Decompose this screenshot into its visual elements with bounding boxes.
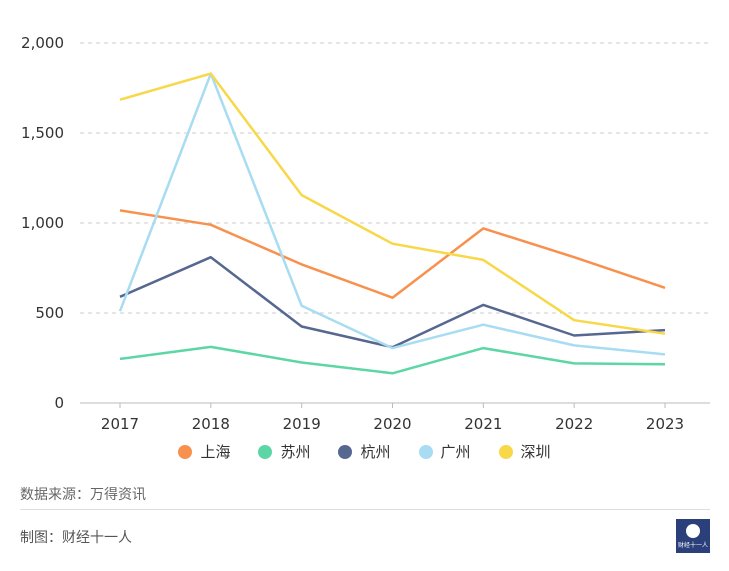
series-line [119, 345, 666, 375]
legend-marker-icon [418, 444, 433, 459]
x-tick-label: 2017 [101, 415, 139, 433]
y-tick-label: 1,000 [21, 214, 64, 232]
line-chart: 0 500 1,000 1,500 2,000 2017 2018 2019 2020 2021… [21, 34, 710, 433]
legend-marker-icon [338, 444, 353, 459]
data-source: 数据来源：万得资讯 [20, 487, 146, 503]
globe-icon [686, 523, 700, 538]
logo-text: 财经十一人 [677, 541, 708, 549]
divider [20, 509, 710, 510]
legend-label: 上海 [200, 443, 231, 461]
legend-label: 深圳 [520, 443, 551, 461]
series-line [118, 72, 666, 356]
legend-label: 广州 [440, 443, 471, 461]
legend-item: 广州 [418, 441, 471, 462]
x-axis-ticks: 2017 2018 2019 2020 2021 2022 2023 [101, 403, 684, 433]
series-line [119, 72, 666, 335]
legend-marker-icon [178, 444, 193, 459]
legend-label: 杭州 [360, 443, 391, 461]
y-tick-label: 1,500 [21, 124, 64, 142]
y-axis-ticks: 0 500 1,000 1,500 2,000 [21, 34, 64, 412]
legend-marker-icon [498, 444, 513, 459]
chart-credit: 制图：财经十一人 [20, 530, 132, 546]
series-lines [118, 72, 666, 375]
x-tick-label: 2020 [373, 415, 411, 433]
legend: 上海 苏州 杭州 广州 深圳 [0, 441, 729, 462]
legend-label: 苏州 [280, 443, 311, 461]
legend-item: 苏州 [258, 441, 310, 462]
x-tick-label: 2018 [192, 415, 230, 433]
series-line [119, 209, 666, 299]
y-tick-label: 500 [35, 304, 64, 322]
y-tick-label: 2,000 [21, 34, 64, 52]
grid-lines [80, 42, 710, 404]
x-tick-label: 2021 [464, 415, 502, 433]
x-tick-label: 2023 [646, 415, 684, 433]
y-tick-label: 0 [54, 394, 64, 412]
legend-item: 深圳 [498, 441, 551, 462]
legend-marker-icon [258, 444, 273, 459]
series-line [119, 255, 666, 349]
legend-item: 杭州 [338, 441, 391, 462]
x-tick-label: 2019 [283, 415, 321, 433]
brand-logo: 财经十一人 [676, 519, 710, 553]
x-tick-label: 2022 [555, 415, 593, 433]
legend-item: 上海 [178, 441, 230, 462]
